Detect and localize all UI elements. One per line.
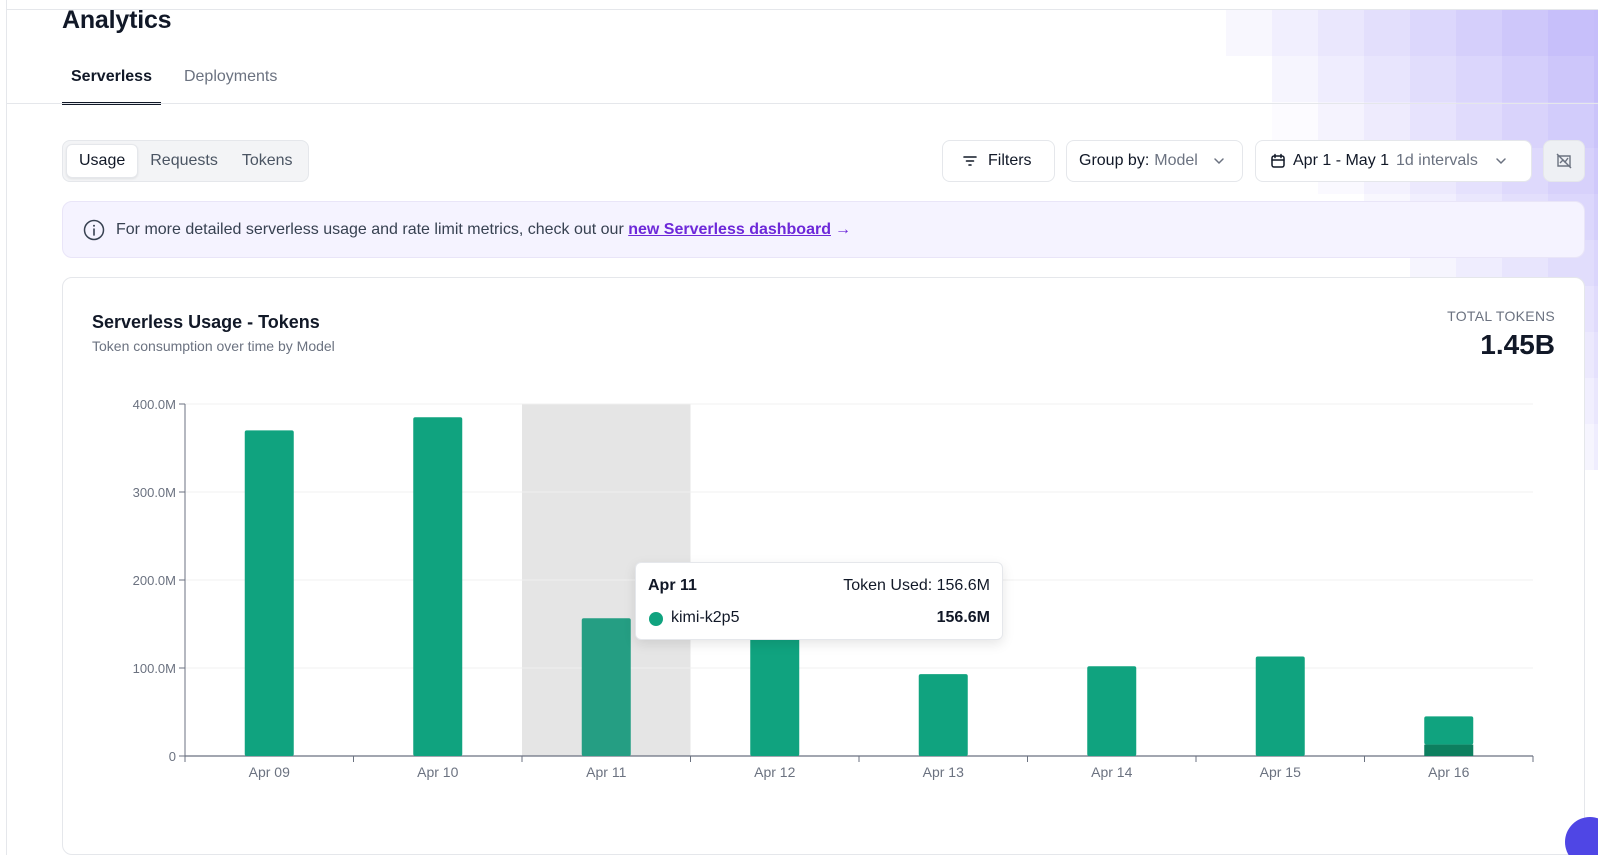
page-title: Analytics: [62, 6, 172, 34]
tooltip-model: kimi-k2p5: [671, 609, 740, 626]
chevron-down-icon: [1214, 158, 1224, 165]
calendar-icon: [1271, 153, 1285, 168]
bar-primary: [413, 417, 463, 756]
x-tick-label: Apr 09: [249, 764, 290, 780]
serverless-dashboard-link[interactable]: new Serverless dashboard: [628, 220, 831, 238]
date-range-picker[interactable]: Apr 1 - May 1 1d intervals: [1255, 140, 1532, 182]
tooltip-date: Apr 11: [648, 577, 697, 594]
y-tick-label: 200.0M: [133, 573, 176, 588]
total-tokens-label: TOTAL TOKENS: [1447, 308, 1555, 324]
total-tokens-value: 1.45B: [1480, 329, 1555, 360]
metric-segmented-control: Usage Requests Tokens: [62, 140, 309, 182]
bar-primary: [1424, 716, 1474, 745]
series-color-dot: [649, 612, 663, 626]
interval-label: 1d intervals: [1396, 152, 1478, 169]
tabs-divider: [6, 103, 1598, 104]
info-icon: [83, 219, 105, 240]
x-tick-label: Apr 12: [754, 764, 795, 780]
filters-button[interactable]: Filters: [942, 140, 1055, 182]
segment-requests[interactable]: Requests: [150, 152, 218, 169]
bar-primary: [1087, 666, 1137, 756]
x-tick-label: Apr 16: [1428, 764, 1469, 780]
segment-tokens[interactable]: Tokens: [241, 152, 293, 169]
filters-label: Filters: [988, 152, 1032, 169]
x-tick-label: Apr 13: [923, 764, 964, 780]
chart-tooltip: Apr 11 Token Used: 156.6M kimi-k2p5 156.…: [635, 562, 1003, 640]
filter-icon: [963, 156, 977, 166]
tab-deployments[interactable]: Deployments: [183, 68, 278, 85]
bar-primary: [750, 637, 800, 756]
chart-off-icon: [1556, 153, 1572, 169]
tooltip-total: Token Used: 156.6M: [843, 577, 990, 594]
chart-title: Serverless Usage - Tokens: [92, 312, 320, 332]
y-tick-label: 300.0M: [133, 485, 176, 500]
x-tick-label: Apr 15: [1260, 764, 1301, 780]
bar-secondary: [1424, 744, 1474, 756]
x-tick-label: Apr 11: [586, 764, 626, 780]
x-tick-label: Apr 14: [1091, 764, 1132, 780]
top-border: [6, 9, 1598, 10]
bar-primary: [581, 618, 631, 756]
tooltip-value: 156.6M: [936, 609, 990, 626]
group-by-select[interactable]: Group by: Model: [1066, 140, 1243, 182]
banner-text: For more detailed serverless usage and r…: [116, 220, 624, 238]
segment-usage[interactable]: Usage: [66, 144, 139, 178]
bar-primary: [918, 674, 968, 756]
group-by-value: Model: [1154, 152, 1198, 169]
chart-subtitle: Token consumption over time by Model: [92, 338, 335, 354]
chevron-down-icon: [1496, 158, 1506, 165]
y-tick-label: 0: [169, 749, 176, 764]
bar-primary: [244, 430, 294, 756]
y-tick-label: 100.0M: [133, 661, 176, 676]
group-by-prefix: Group by:: [1079, 152, 1150, 169]
arrow-right-icon: →: [834, 220, 851, 238]
toggle-chart-button[interactable]: [1543, 140, 1585, 182]
left-border: [6, 0, 7, 855]
bar-primary: [1255, 656, 1305, 756]
x-tick-label: Apr 10: [417, 764, 458, 780]
date-range-label: Apr 1 - May 1: [1293, 152, 1390, 169]
info-banner: For more detailed serverless usage and r…: [62, 201, 1585, 258]
y-tick-label: 400.0M: [133, 397, 176, 412]
